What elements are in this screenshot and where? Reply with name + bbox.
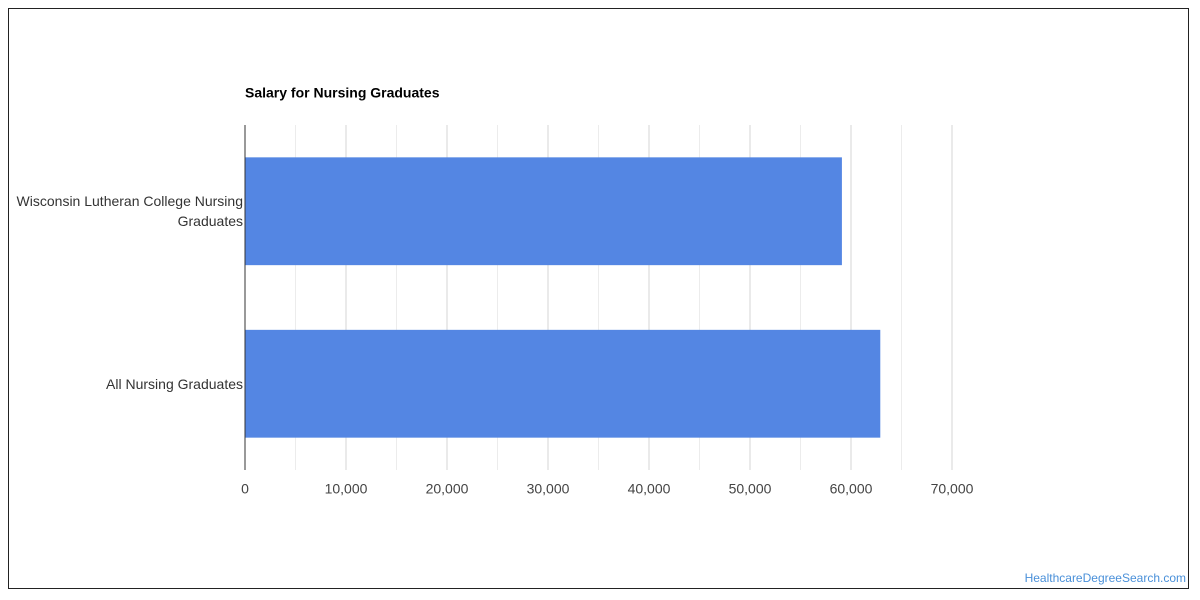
x-tick-label: 60,000 xyxy=(830,481,873,497)
x-tick-label: 40,000 xyxy=(628,481,671,497)
x-tick-label: 70,000 xyxy=(931,481,974,497)
chart-title: Salary for Nursing Graduates xyxy=(245,85,440,101)
y-tick-label: All Nursing Graduates xyxy=(106,375,243,392)
y-tick-label: Wisconsin Lutheran College Nursing Gradu… xyxy=(16,193,243,230)
bar xyxy=(245,329,881,438)
source-link[interactable]: HealthcareDegreeSearch.com xyxy=(1024,571,1186,585)
x-tick-label: 50,000 xyxy=(729,481,772,497)
chart-frame xyxy=(8,8,1189,589)
bar xyxy=(245,157,842,266)
x-tick-label: 10,000 xyxy=(325,481,368,497)
x-tick-label: 0 xyxy=(241,481,249,497)
x-tick-label: 30,000 xyxy=(527,481,570,497)
x-tick-label: 20,000 xyxy=(426,481,469,497)
